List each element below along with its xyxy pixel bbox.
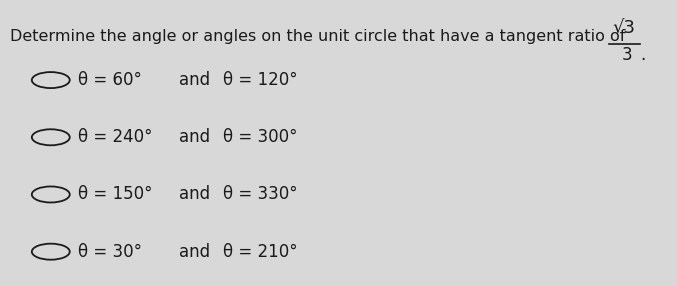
Text: and: and	[179, 186, 211, 203]
Text: θ = 60°: θ = 60°	[78, 71, 141, 89]
Text: 3: 3	[621, 46, 632, 64]
Text: θ = 150°: θ = 150°	[78, 186, 152, 203]
Text: and: and	[179, 243, 211, 261]
Text: θ = 330°: θ = 330°	[223, 186, 298, 203]
Text: θ = 240°: θ = 240°	[78, 128, 152, 146]
Text: θ = 300°: θ = 300°	[223, 128, 298, 146]
Text: θ = 210°: θ = 210°	[223, 243, 298, 261]
Text: θ = 120°: θ = 120°	[223, 71, 298, 89]
Text: √3: √3	[613, 19, 636, 37]
Text: .: .	[640, 46, 646, 64]
Text: and: and	[179, 128, 211, 146]
Text: θ = 30°: θ = 30°	[78, 243, 142, 261]
Text: Determine the angle or angles on the unit circle that have a tangent ratio of: Determine the angle or angles on the uni…	[10, 29, 626, 43]
Text: and: and	[179, 71, 211, 89]
